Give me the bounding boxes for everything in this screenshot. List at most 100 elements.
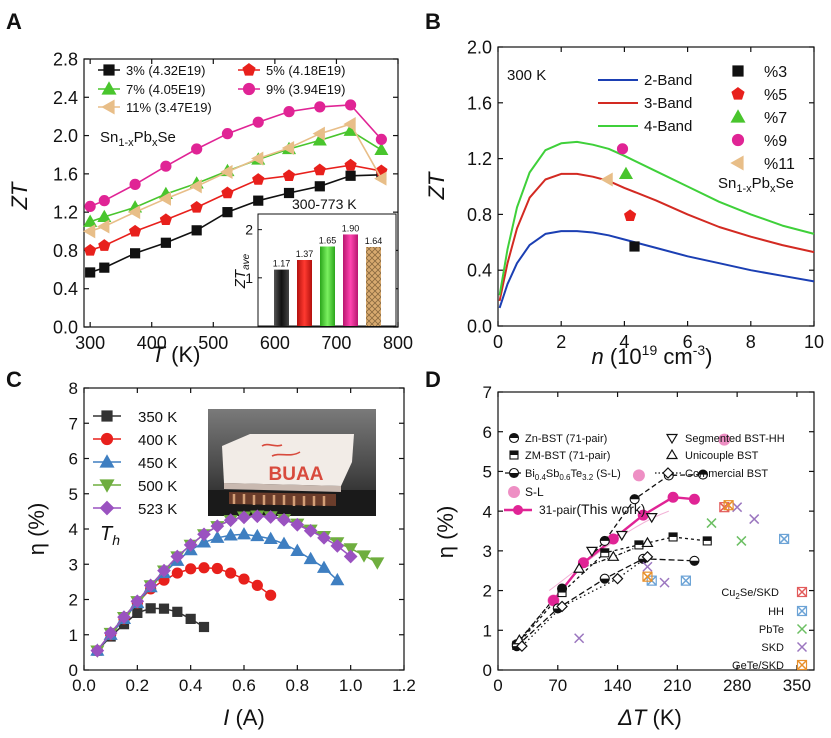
c-point (185, 613, 196, 624)
a-point (191, 225, 202, 236)
c-ytick-label: 2 (69, 591, 78, 610)
d-legend-pbte-marker (796, 623, 808, 635)
panel-a-compound: Sn1-xPbxSe (100, 129, 176, 149)
c-point (132, 607, 143, 618)
d-line-bst (516, 558, 695, 647)
b-xlabel-unit: (10 (604, 344, 642, 369)
a-inset-bar-0 (274, 269, 289, 326)
half-circle-fill (630, 494, 640, 500)
c-point (225, 567, 237, 579)
b-legend-label: 3-Band (644, 95, 692, 112)
compound-pb: Pb (134, 129, 152, 146)
d-com-point (516, 640, 528, 653)
c-point (343, 549, 358, 564)
x-stroke (796, 659, 808, 671)
d-point-skd (659, 577, 670, 588)
a-ytick-label: 2.0 (53, 126, 78, 146)
a-point (98, 195, 110, 207)
a-point (159, 213, 173, 225)
d-31pair-point (667, 491, 679, 503)
pair-b: (This work) (576, 501, 645, 517)
a-inset-ytick-label: 2 (245, 222, 253, 238)
c-point (211, 562, 223, 575)
b-xlabel-exp1: 19 (642, 342, 658, 358)
d-ytick-label: 3 (483, 542, 492, 561)
a-xtick-label: 500 (198, 333, 228, 353)
c-point (263, 510, 278, 524)
d-legend-gete-marker (796, 659, 808, 671)
c-point (145, 603, 156, 614)
d-uni-point (573, 562, 586, 573)
a-point (158, 191, 171, 206)
legend-hh: HH (768, 606, 784, 618)
c-xtick-label: 0.0 (72, 676, 96, 695)
c-point (330, 572, 345, 586)
c-point (277, 512, 291, 527)
panel-d-xlabel: ΔT (K) (617, 705, 682, 730)
d-bst-point (689, 555, 700, 566)
a-point (374, 171, 387, 186)
legend-zm: ZM-BST (71-pair) (525, 450, 610, 462)
legend-seg: Segmented BST-HH (685, 433, 785, 445)
c-legend-marker (100, 432, 114, 446)
panel-a-xlabel-unit: (K) (165, 342, 200, 367)
panel-c-data: 350 K 400 K 450 K 500 K 523 K (90, 409, 385, 658)
a-xtick-label: 700 (321, 333, 351, 353)
d-ytick-label: 5 (483, 463, 492, 482)
c-point (183, 538, 198, 552)
b-legend-marker (731, 87, 745, 100)
d-legend-hh-marker (796, 605, 808, 617)
d-point-hh (680, 575, 691, 586)
b-point-2 (618, 166, 634, 180)
c-point (158, 603, 170, 614)
b-compound-sn: Sn (718, 175, 736, 192)
b-legend-name: %11 (764, 156, 795, 173)
a-inset-bar-label: 1.65 (319, 236, 337, 246)
a-ytick-label: 0.0 (53, 317, 78, 337)
d-seg-point (615, 530, 628, 542)
d-seg-point (585, 546, 598, 558)
half-square-fill (703, 536, 712, 541)
b-ytick-label: 2.0 (467, 37, 492, 57)
a-inset-bar-label: 1.17 (273, 259, 291, 269)
c-legend-marker (99, 454, 115, 468)
inset-ylabel-base: ZT (232, 268, 249, 289)
legend-31pair: 31-pair(This work) (539, 501, 646, 517)
c-point (170, 549, 185, 564)
d-zm-point (557, 588, 567, 598)
c-point (196, 535, 212, 548)
a-ytick-label: 1.2 (53, 203, 78, 223)
b-ytick-label: 1.6 (467, 93, 492, 113)
x-stroke (796, 605, 808, 617)
d-com-point (641, 550, 654, 563)
a-point (314, 101, 326, 113)
d-com-point (556, 600, 568, 613)
panel-d-ylabel: η (%) (433, 506, 458, 559)
a-point (281, 140, 295, 156)
c-point (250, 528, 265, 542)
a-point (252, 173, 265, 185)
x-stroke (723, 500, 734, 511)
d-point-hh (779, 533, 790, 545)
cu-sub: 2 (735, 592, 740, 601)
b-point-legend: %3 %5 %7 %9 %11 (730, 64, 795, 173)
half-circle-fill (600, 578, 610, 584)
a-point (253, 195, 264, 206)
a-point (128, 224, 142, 237)
b-curve-1 (498, 172, 815, 302)
c-point (117, 610, 131, 624)
a-ytick-label: 2.4 (53, 88, 78, 108)
c-point (198, 562, 210, 574)
c-point (210, 530, 225, 543)
a-xtick-label: 800 (383, 333, 413, 353)
b-legend-name: %7 (764, 110, 787, 127)
bst-s3: 3.2 (582, 473, 594, 482)
b-xtick-label: 10 (804, 332, 824, 352)
x-stroke (796, 641, 808, 653)
compound-sn: Sn (100, 129, 118, 146)
cu-base: Cu (721, 587, 735, 599)
a-inset-bar-3 (343, 234, 358, 326)
d-ytick-label: 6 (483, 423, 492, 442)
c-point (237, 510, 251, 525)
box-outline (796, 659, 808, 671)
